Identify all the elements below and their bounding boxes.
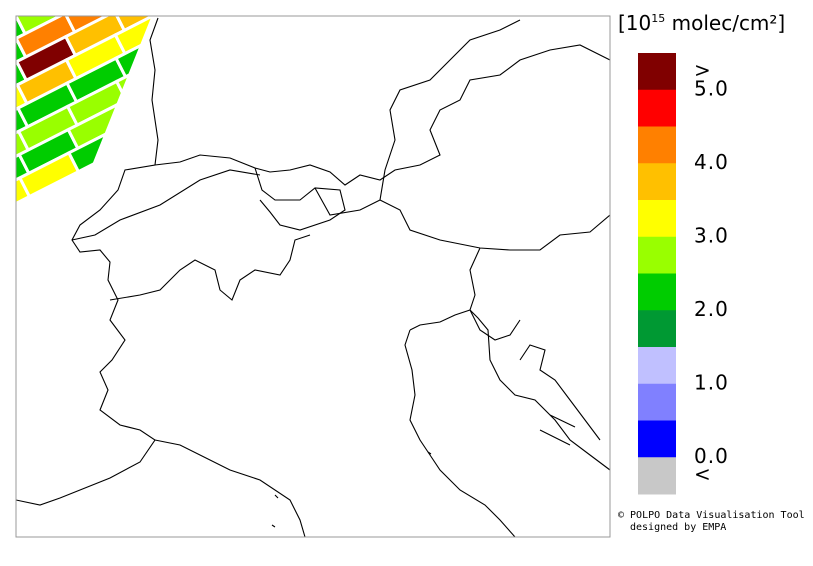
colorbar-label: 4.0 xyxy=(694,150,729,174)
colorbar-label: 0.0 xyxy=(694,444,729,468)
colorbar-swatch xyxy=(638,273,676,311)
colorbar-swatch xyxy=(638,200,676,238)
map-frame xyxy=(15,15,611,538)
colorbar-swatch xyxy=(638,53,676,91)
colorbar-label: 5.0 xyxy=(694,76,729,100)
colorbar-title: [1015 molec/cm²] xyxy=(618,11,785,35)
colorbar-label: 2.0 xyxy=(694,297,729,321)
colorbar-swatch xyxy=(638,383,676,421)
credit-line: © POLPO Data Visualisation Tool xyxy=(618,510,805,521)
colorbar-label: 1.0 xyxy=(694,370,729,394)
colorbar-label: 3.0 xyxy=(694,223,729,247)
colorbar-swatch xyxy=(638,457,676,495)
colorbar-swatch xyxy=(638,126,676,164)
title-exponent: 15 xyxy=(651,12,665,25)
country-borders xyxy=(16,17,610,537)
colorbar: >5.0 4.0 3.0 2.0 1.0 0.0< xyxy=(638,53,729,495)
colorbar-label: > xyxy=(694,58,712,82)
colorbar-swatch xyxy=(638,236,676,274)
colorbar-swatch xyxy=(638,163,676,201)
credit-line: designed by EMPA xyxy=(630,522,726,533)
colorbar-label: < xyxy=(694,462,712,486)
title-prefix: [10 xyxy=(618,11,651,35)
colorbar-swatch xyxy=(638,310,676,348)
title-suffix: molec/cm²] xyxy=(665,11,785,35)
colorbar-swatch xyxy=(638,347,676,385)
colorbar-swatch xyxy=(638,420,676,458)
colorbar-swatch xyxy=(638,89,676,127)
